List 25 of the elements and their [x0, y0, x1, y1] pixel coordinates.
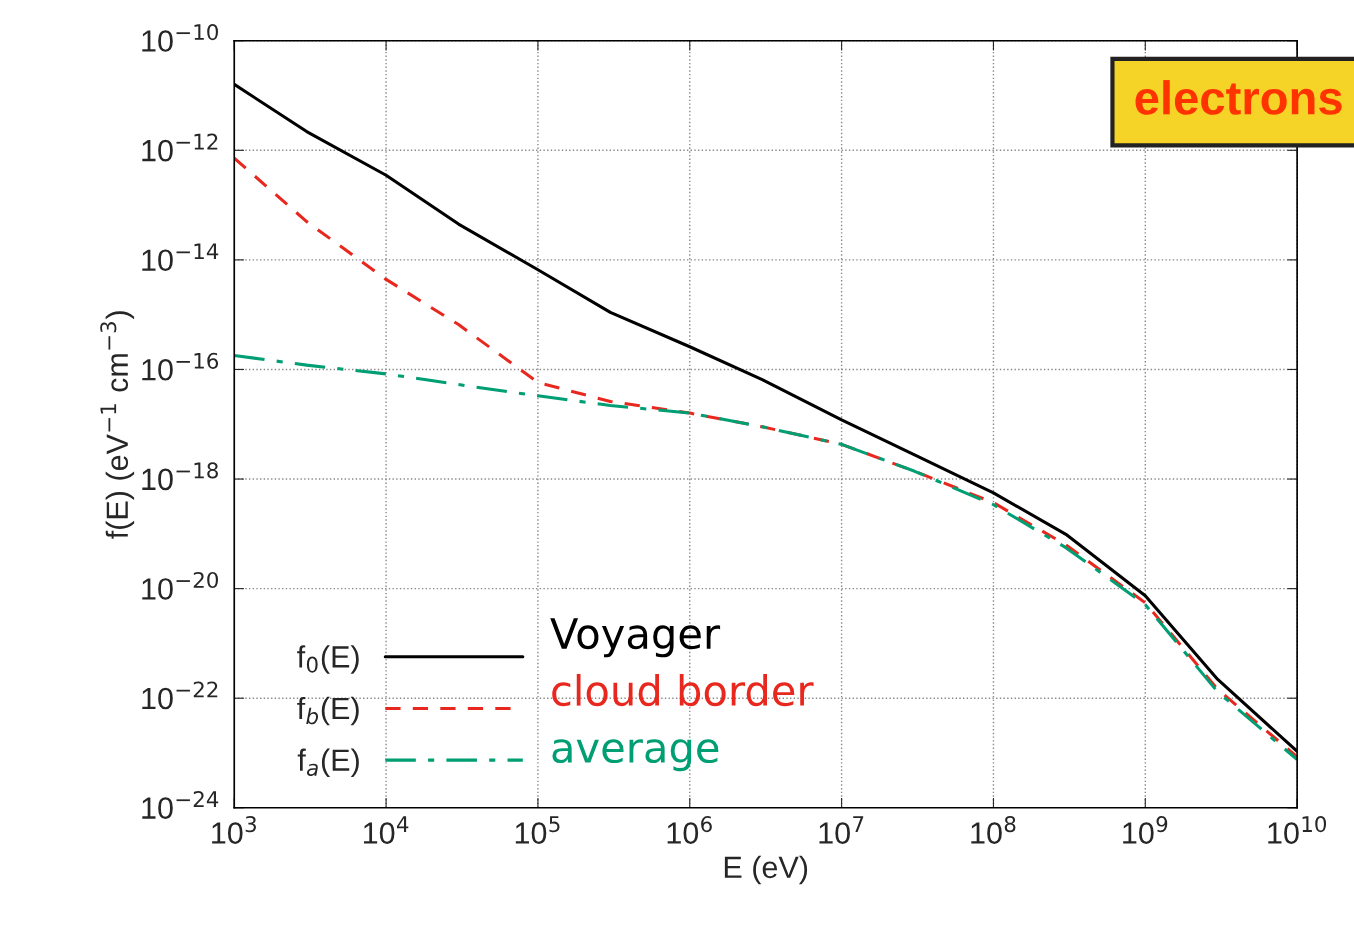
y-tick-label: 10$^{−22}$: [142, 681, 218, 710]
y-tick-label: 10$^{−24}$: [142, 791, 219, 819]
x-tick-label: 10$^{3}$: [212, 816, 256, 844]
annotation: average: [552, 739, 719, 772]
y-tick-label: 10$^{−10}$: [142, 23, 218, 52]
x-axis-title: E (eV): [724, 855, 808, 885]
y-axis-title: f(E) (eV$^{−1}$ cm$^{−3}$): [100, 311, 135, 539]
y-tick-label: 10$^{−18}$: [142, 462, 218, 491]
x-tick-label: 10$^{6}$: [667, 816, 712, 844]
annotation: Voyager: [550, 618, 721, 658]
y-tick-label: 10$^{−20}$: [142, 571, 218, 600]
annotation: electrons: [1135, 80, 1342, 115]
x-tick-label: 10$^{9}$: [1123, 816, 1168, 844]
y-tick-label: 10$^{−16}$: [142, 352, 219, 381]
x-tick-label: 10$^{10}$: [1268, 816, 1327, 844]
legend-label: f$_{a}$(E): [297, 748, 359, 777]
y-tick-label: 10$^{−12}$: [142, 133, 218, 162]
legend-label: f$_{b}$(E): [297, 696, 359, 726]
legend-label: f$_{0}$(E): [297, 645, 359, 674]
x-tick-label: 10$^{8}$: [971, 816, 1016, 844]
x-tick-label: 10$^{7}$: [819, 816, 864, 844]
x-tick-label: 10$^{4}$: [363, 816, 409, 844]
y-tick-label: 10$^{−14}$: [142, 243, 219, 272]
annotation: cloud border: [552, 673, 814, 707]
x-tick-label: 10$^{5}$: [515, 816, 560, 844]
